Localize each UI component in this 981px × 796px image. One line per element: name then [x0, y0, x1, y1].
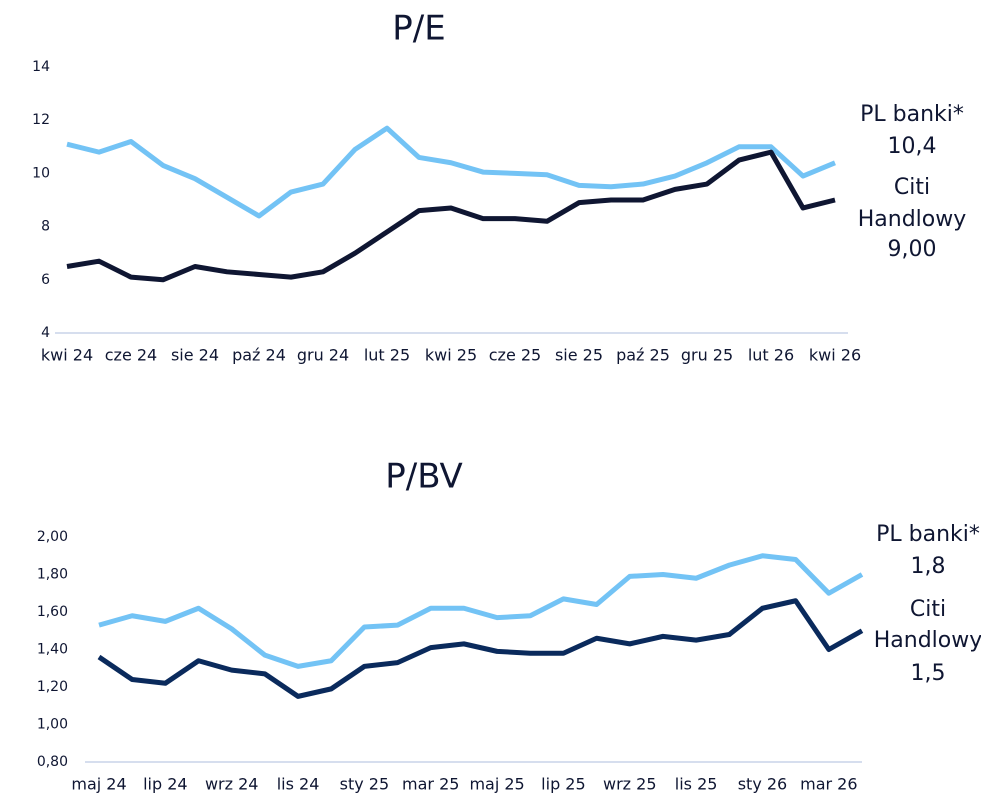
- y-tick-label: 1,80: [37, 567, 68, 583]
- annotation: Citi: [894, 175, 930, 200]
- x-tick-label: lis 24: [277, 775, 320, 794]
- y-tick-label: 8: [41, 219, 50, 235]
- x-tick-label: kwi 24: [41, 346, 93, 365]
- series-line: [98, 553, 864, 669]
- x-tick-label: wrz 25: [603, 775, 657, 794]
- y-tick-label: 1,00: [37, 717, 68, 733]
- annotation: 1,5: [911, 661, 946, 686]
- x-tick-label: cze 25: [489, 346, 541, 365]
- x-tick-label: maj 24: [71, 775, 126, 794]
- annotation: PL banki*: [876, 522, 980, 547]
- y-tick-label: 14: [32, 59, 50, 75]
- annotation: 10,4: [888, 134, 937, 159]
- x-tick-label: gru 25: [681, 346, 733, 365]
- chart-title: P/E: [392, 9, 445, 49]
- x-tick-label: wrz 24: [205, 775, 259, 794]
- annotation: Handlowy: [858, 207, 967, 232]
- annotation: Handlowy: [874, 628, 981, 653]
- y-tick-label: 10: [32, 165, 50, 181]
- x-tick-label: kwi 25: [425, 346, 477, 365]
- y-tick-label: 1,40: [37, 642, 68, 658]
- y-tick-label: 0,80: [37, 754, 68, 770]
- x-tick-label: paź 24: [232, 346, 286, 365]
- x-tick-label: cze 24: [105, 346, 157, 365]
- x-tick-label: sie 25: [555, 346, 603, 365]
- annotation: 9,00: [888, 237, 937, 262]
- y-tick-label: 2,00: [37, 529, 68, 545]
- x-tick-label: paź 25: [616, 346, 670, 365]
- x-tick-label: maj 25: [469, 775, 524, 794]
- chart-title: P/BV: [385, 457, 463, 497]
- x-tick-label: lip 24: [143, 775, 188, 794]
- annotation: 1,8: [911, 554, 946, 579]
- y-tick-label: 6: [41, 272, 50, 288]
- annotation: PL banki*: [860, 102, 964, 127]
- x-tick-label: sie 24: [171, 346, 219, 365]
- series-line: [97, 598, 864, 699]
- y-tick-label: 4: [41, 325, 50, 341]
- x-tick-label: kwi 26: [809, 346, 861, 365]
- series-line: [66, 149, 836, 283]
- x-tick-label: gru 24: [297, 346, 349, 365]
- x-tick-label: mar 25: [402, 775, 459, 794]
- annotation: Citi: [910, 597, 946, 622]
- x-tick-label: lip 25: [541, 775, 586, 794]
- y-tick-label: 1,60: [37, 604, 68, 620]
- x-tick-label: lis 25: [675, 775, 718, 794]
- x-tick-label: lut 25: [364, 346, 410, 365]
- y-tick-label: 1,20: [37, 679, 68, 695]
- series-line: [66, 125, 836, 219]
- x-tick-label: lut 26: [748, 346, 794, 365]
- x-tick-label: mar 26: [800, 775, 857, 794]
- x-tick-label: sty 26: [738, 775, 788, 794]
- y-tick-label: 12: [32, 112, 50, 128]
- x-tick-label: sty 25: [340, 775, 390, 794]
